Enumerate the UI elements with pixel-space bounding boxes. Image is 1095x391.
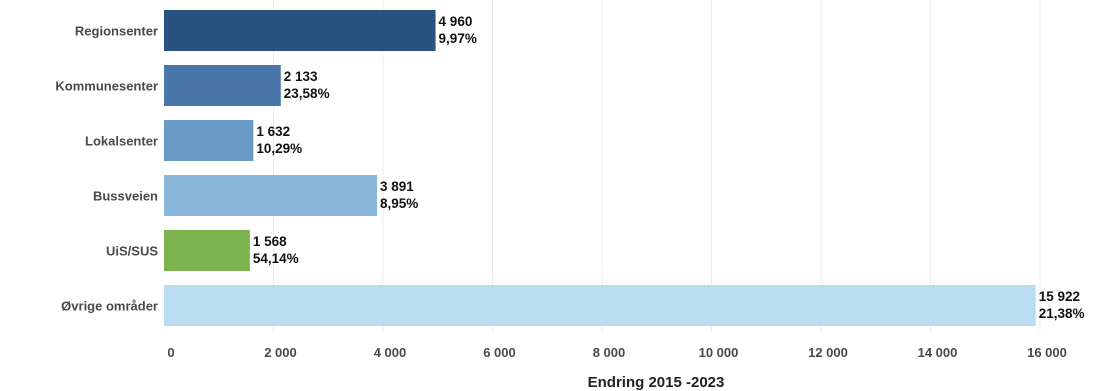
gridlines [273,0,1041,332]
x-tick-label: 16 000 [1027,345,1067,360]
data-label-value: 1 568 [253,234,287,249]
x-tick-label: 14 000 [918,345,958,360]
category-label: UiS/SUS [106,244,158,259]
bar [164,285,1036,326]
bars [164,10,1036,326]
value-labels: 4 960 9,97% 2 133 23,58% 1 632 10,29% 3 891 8,9… [253,14,1085,321]
x-tick-label: 10 000 [699,345,739,360]
x-tick-label: 4 000 [374,345,407,360]
bar [164,175,378,216]
data-label-value: 3 891 [380,179,414,194]
bar [164,10,436,51]
data-label-percent: 9,97% [439,31,477,46]
bar [164,120,254,161]
category-label: Lokalsenter [85,134,158,149]
x-tick-label: 0 [167,345,174,360]
x-tick-label: 8 000 [593,345,626,360]
data-label-value: 1 632 [256,124,290,139]
data-label-value: 4 960 [439,14,473,29]
category-label: Kommunesenter [55,79,158,94]
x-axis-ticks: 0 2 000 4 000 6 000 8 000 10 000 12 000 14 000 1… [167,345,1067,360]
data-label-percent: 10,29% [256,141,302,156]
data-label-percent: 54,14% [253,251,299,266]
data-label-value: 2 133 [284,69,318,84]
category-label: Øvrige områder [61,299,158,314]
x-tick-label: 12 000 [808,345,848,360]
data-label-percent: 21,38% [1039,306,1085,321]
category-label: Regionsenter [75,24,158,39]
x-tick-label: 2 000 [264,345,297,360]
category-labels: Regionsenter Kommunesenter Lokalsenter Buss… [55,24,158,314]
data-label-percent: 8,95% [380,196,418,211]
category-label: Bussveien [93,189,158,204]
data-label-value: 15 922 [1039,289,1080,304]
x-axis-label: Endring 2015 -2023 [588,374,725,391]
data-label-percent: 23,58% [284,86,330,101]
bar [164,230,250,271]
bar [164,65,281,106]
x-tick-label: 6 000 [483,345,516,360]
